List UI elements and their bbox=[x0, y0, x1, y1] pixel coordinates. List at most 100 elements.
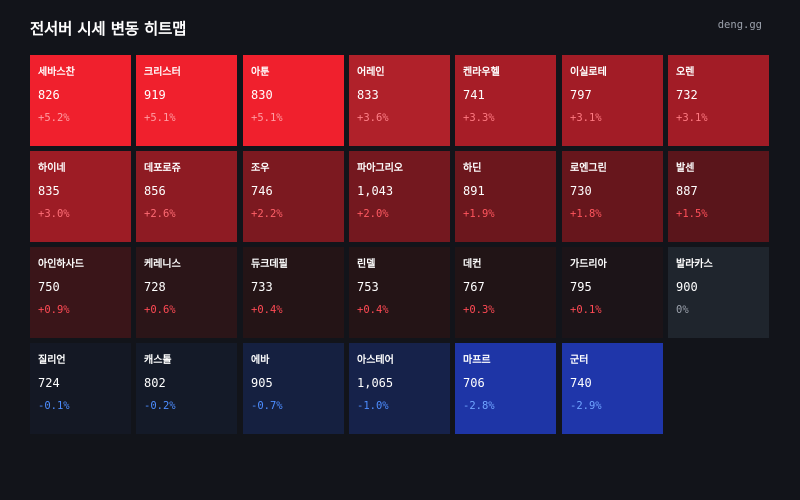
server-tile[interactable]: 오렌 732 +3.1% bbox=[668, 55, 769, 146]
server-tile[interactable]: 에바 905 -0.7% bbox=[243, 343, 344, 434]
price-change: -1.0% bbox=[357, 400, 389, 412]
server-price: 724 bbox=[38, 376, 60, 390]
server-price: 795 bbox=[570, 280, 592, 294]
server-price: 730 bbox=[570, 184, 592, 198]
server-tile[interactable]: 크리스터 919 +5.1% bbox=[136, 55, 237, 146]
price-change: +0.1% bbox=[570, 304, 602, 316]
price-change: -2.9% bbox=[570, 400, 602, 412]
server-price: 1,043 bbox=[357, 184, 394, 198]
price-change: +1.5% bbox=[676, 208, 708, 220]
price-change: +0.9% bbox=[38, 304, 70, 316]
server-tile[interactable]: 듀크데필 733 +0.4% bbox=[243, 247, 344, 338]
heatmap-grid: 세바스찬 826 +5.2% 크리스터 919 +5.1% 아툰 830 +5.1% 어레인 833… bbox=[30, 55, 770, 435]
server-tile[interactable]: 군터 740 -2.9% bbox=[562, 343, 663, 434]
server-tile[interactable]: 발라카스 900 0% bbox=[668, 247, 769, 338]
price-change: +3.1% bbox=[570, 112, 602, 124]
price-change: +3.6% bbox=[357, 112, 389, 124]
server-tile[interactable]: 데컨 767 +0.3% bbox=[455, 247, 556, 338]
server-tile[interactable]: 어레인 833 +3.6% bbox=[349, 55, 450, 146]
server-price: 732 bbox=[676, 88, 698, 102]
server-tile[interactable]: 아툰 830 +5.1% bbox=[243, 55, 344, 146]
server-price: 802 bbox=[144, 376, 166, 390]
server-name: 린델 bbox=[357, 259, 376, 270]
server-tile[interactable]: 하이네 835 +3.0% bbox=[30, 151, 131, 242]
server-price: 887 bbox=[676, 184, 698, 198]
server-name: 캐스톨 bbox=[144, 355, 172, 366]
server-name: 데컨 bbox=[463, 259, 482, 270]
server-name: 질리언 bbox=[38, 355, 66, 366]
server-price: 900 bbox=[676, 280, 698, 294]
server-tile[interactable]: 이실로테 797 +3.1% bbox=[562, 55, 663, 146]
server-price: 797 bbox=[570, 88, 592, 102]
header: 전서버 시세 변동 히트맵 deng.gg bbox=[30, 0, 770, 55]
server-name: 이실로테 bbox=[570, 67, 607, 78]
server-tile[interactable]: 가드리아 795 +0.1% bbox=[562, 247, 663, 338]
server-tile[interactable]: 하딘 891 +1.9% bbox=[455, 151, 556, 242]
server-tile[interactable]: 켄라우헬 741 +3.3% bbox=[455, 55, 556, 146]
server-name: 파아그리오 bbox=[357, 163, 403, 174]
server-tile[interactable]: 로엔그린 730 +1.8% bbox=[562, 151, 663, 242]
price-change: -0.7% bbox=[251, 400, 283, 412]
server-price: 835 bbox=[38, 184, 60, 198]
server-price: 826 bbox=[38, 88, 60, 102]
server-tile[interactable]: 데포로쥬 856 +2.6% bbox=[136, 151, 237, 242]
price-change: 0% bbox=[676, 304, 689, 316]
server-name: 마프르 bbox=[463, 355, 491, 366]
server-name: 로엔그린 bbox=[570, 163, 607, 174]
price-change: +5.1% bbox=[144, 112, 176, 124]
server-tile[interactable]: 발센 887 +1.5% bbox=[668, 151, 769, 242]
server-tile[interactable]: 세바스찬 826 +5.2% bbox=[30, 55, 131, 146]
server-name: 어레인 bbox=[357, 67, 385, 78]
price-change: +5.1% bbox=[251, 112, 283, 124]
price-change: -0.2% bbox=[144, 400, 176, 412]
server-name: 발라카스 bbox=[676, 259, 713, 270]
price-change: +1.9% bbox=[463, 208, 495, 220]
server-name: 에바 bbox=[251, 355, 270, 366]
server-price: 830 bbox=[251, 88, 273, 102]
server-tile[interactable]: 조우 746 +2.2% bbox=[243, 151, 344, 242]
server-price: 741 bbox=[463, 88, 485, 102]
server-name: 듀크데필 bbox=[251, 259, 288, 270]
server-tile[interactable]: 아스테어 1,065 -1.0% bbox=[349, 343, 450, 434]
price-change: +3.1% bbox=[676, 112, 708, 124]
server-price: 706 bbox=[463, 376, 485, 390]
server-name: 켄라우헬 bbox=[463, 67, 500, 78]
server-tile[interactable]: 마프르 706 -2.8% bbox=[455, 343, 556, 434]
server-price: 767 bbox=[463, 280, 485, 294]
price-change: -0.1% bbox=[38, 400, 70, 412]
server-tile[interactable]: 케레니스 728 +0.6% bbox=[136, 247, 237, 338]
server-tile[interactable]: 질리언 724 -0.1% bbox=[30, 343, 131, 434]
server-tile[interactable]: 파아그리오 1,043 +2.0% bbox=[349, 151, 450, 242]
price-change: +3.0% bbox=[38, 208, 70, 220]
server-price: 733 bbox=[251, 280, 273, 294]
server-name: 하딘 bbox=[463, 163, 482, 174]
price-change: +5.2% bbox=[38, 112, 70, 124]
server-name: 케레니스 bbox=[144, 259, 181, 270]
server-name: 조우 bbox=[251, 163, 270, 174]
server-name: 발센 bbox=[676, 163, 695, 174]
price-change: +2.6% bbox=[144, 208, 176, 220]
server-price: 891 bbox=[463, 184, 485, 198]
price-change: +2.0% bbox=[357, 208, 389, 220]
page-title: 전서버 시세 변동 히트맵 bbox=[30, 20, 187, 38]
server-name: 오렌 bbox=[676, 67, 695, 78]
server-tile[interactable]: 린델 753 +0.4% bbox=[349, 247, 450, 338]
server-name: 크리스터 bbox=[144, 67, 181, 78]
server-tile[interactable]: 캐스톨 802 -0.2% bbox=[136, 343, 237, 434]
server-price: 905 bbox=[251, 376, 273, 390]
server-price: 919 bbox=[144, 88, 166, 102]
server-name: 군터 bbox=[570, 355, 589, 366]
server-price: 740 bbox=[570, 376, 592, 390]
server-price: 833 bbox=[357, 88, 379, 102]
server-tile[interactable]: 아인하사드 750 +0.9% bbox=[30, 247, 131, 338]
server-name: 아인하사드 bbox=[38, 259, 84, 270]
server-price: 753 bbox=[357, 280, 379, 294]
server-name: 세바스찬 bbox=[38, 67, 75, 78]
server-name: 하이네 bbox=[38, 163, 66, 174]
server-name: 아툰 bbox=[251, 67, 270, 78]
price-change: +0.4% bbox=[251, 304, 283, 316]
server-price: 750 bbox=[38, 280, 60, 294]
server-name: 가드리아 bbox=[570, 259, 607, 270]
server-name: 데포로쥬 bbox=[144, 163, 181, 174]
price-change: +3.3% bbox=[463, 112, 495, 124]
